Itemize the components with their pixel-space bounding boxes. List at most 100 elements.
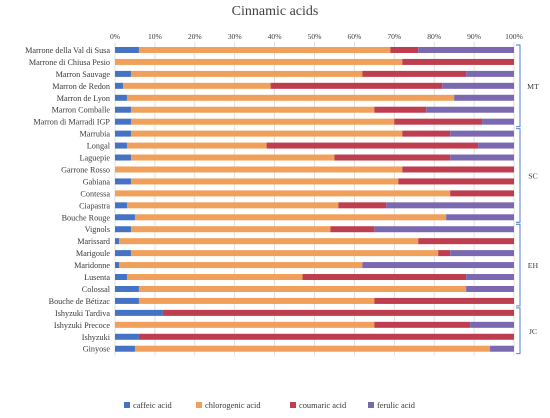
category-label: Ishyzuki Tardiva: [55, 309, 110, 318]
bar-segment-chlorogenic-acid: [118, 238, 419, 245]
legend-label: coumaric acid: [299, 401, 347, 410]
bar-segment-coumaric-acid: [374, 297, 514, 304]
bar-segment-coumaric-acid: [334, 154, 451, 161]
bar-segment-coumaric-acid: [374, 106, 427, 113]
x-tick-label: 60%: [347, 32, 362, 41]
bar-segment-caffeic-acid: [115, 285, 139, 292]
bar-segment-ferulic-acid: [466, 70, 514, 77]
bar-segment-chlorogenic-acid: [122, 82, 271, 89]
category-label: Bouche de Bétizac: [49, 297, 111, 306]
bar-segment-coumaric-acid: [402, 130, 451, 137]
grid-lines: [114, 42, 515, 356]
category-label: Vignols: [85, 225, 110, 234]
x-tick-label: 40%: [268, 32, 283, 41]
bar-segment-ferulic-acid: [418, 46, 514, 53]
category-label: Marrone di Chiusa Pesio: [29, 58, 110, 67]
legend-label: caffeic acid: [133, 401, 172, 410]
bar-segment-ferulic-acid: [442, 82, 514, 89]
category-label: Lusenta: [84, 273, 110, 282]
legend-swatch: [124, 402, 130, 408]
bar-segment-chlorogenic-acid: [126, 142, 267, 149]
bar-segment-caffeic-acid: [115, 46, 139, 53]
bar-segment-caffeic-acid: [115, 202, 127, 209]
bar-segment-coumaric-acid: [374, 321, 471, 328]
bar-segment-ferulic-acid: [362, 262, 514, 269]
group-bracket: [516, 307, 521, 355]
category-label: Ishyzuki: [82, 333, 111, 342]
bar-segment-caffeic-acid: [115, 333, 139, 340]
bar-segment-chlorogenic-acid: [115, 166, 403, 173]
bar-segment-caffeic-acid: [115, 262, 119, 269]
category-label: Gabiana: [83, 177, 111, 186]
bar-segment-chlorogenic-acid: [138, 285, 467, 292]
bar-segment-ferulic-acid: [470, 321, 514, 328]
group-label: MT: [527, 82, 539, 91]
group-label: JC: [529, 327, 537, 336]
bar-segment-chlorogenic-acid: [130, 178, 399, 185]
bar-segment-chlorogenic-acid: [130, 130, 403, 137]
bar-segment-ferulic-acid: [374, 226, 514, 233]
bar-segment-coumaric-acid: [266, 142, 479, 149]
legend-swatch: [196, 402, 202, 408]
bar-segment-chlorogenic-acid: [115, 190, 451, 197]
category-label: Marrubia: [80, 130, 111, 139]
group-bracket: [516, 44, 521, 128]
bar-segment-chlorogenic-acid: [130, 154, 335, 161]
category-label: Bouche Rouge: [62, 213, 111, 222]
category-label: Marrone della Val di Susa: [25, 46, 110, 55]
bar-segment-chlorogenic-acid: [126, 274, 303, 281]
bar-segment-chlorogenic-acid: [130, 70, 363, 77]
bars: [115, 46, 514, 352]
category-label: Laguepie: [80, 154, 111, 163]
bar-segment-ferulic-acid: [466, 274, 514, 281]
category-label: Marron Sauvage: [56, 70, 111, 79]
bar-segment-caffeic-acid: [115, 214, 135, 221]
bar-segment-coumaric-acid: [162, 309, 514, 316]
category-label: Marron Comballe: [52, 106, 111, 115]
category-label: Marron de Lyon: [57, 94, 110, 103]
x-tick-label: 50%: [308, 32, 323, 41]
bar-segment-coumaric-acid: [418, 238, 514, 245]
bar-segment-caffeic-acid: [115, 178, 131, 185]
x-tick-label: 30%: [228, 32, 243, 41]
x-tick-label: 10%: [148, 32, 163, 41]
bar-segment-chlorogenic-acid: [130, 226, 331, 233]
category-label: Ciapastra: [79, 201, 110, 210]
bar-segment-coumaric-acid: [402, 166, 514, 173]
bar-segment-caffeic-acid: [115, 94, 127, 101]
category-label: Marigoule: [76, 249, 110, 258]
bar-segment-caffeic-acid: [115, 297, 139, 304]
category-label: Marron de Redon: [52, 82, 110, 91]
bar-segment-chlorogenic-acid: [130, 118, 395, 125]
bar-segment-caffeic-acid: [115, 154, 131, 161]
bar-segment-ferulic-acid: [450, 250, 514, 257]
bar-segment-ferulic-acid: [450, 130, 514, 137]
group-bracket: [516, 128, 521, 223]
bar-segment-chlorogenic-acid: [115, 321, 375, 328]
bar-segment-caffeic-acid: [115, 82, 123, 89]
bar-segment-caffeic-acid: [115, 118, 131, 125]
bar-segment-caffeic-acid: [115, 70, 131, 77]
bar-segment-chlorogenic-acid: [138, 297, 375, 304]
bar-segment-caffeic-acid: [115, 274, 127, 281]
bar-segment-ferulic-acid: [386, 202, 514, 209]
x-tick-label: 100%: [505, 32, 523, 41]
bar-segment-coumaric-acid: [138, 333, 514, 340]
category-label: Ishyzuki Precoce: [54, 321, 111, 330]
group-label: SC: [528, 171, 538, 180]
bar-segment-caffeic-acid: [115, 130, 131, 137]
x-tick-label: 0%: [110, 32, 121, 41]
bar-segment-coumaric-acid: [394, 118, 483, 125]
bar-segment-ferulic-acid: [454, 94, 514, 101]
bar-segment-chlorogenic-acid: [126, 202, 339, 209]
bar-segment-coumaric-acid: [390, 46, 419, 53]
x-tick-label: 20%: [188, 32, 203, 41]
bar-segment-coumaric-acid: [402, 58, 514, 65]
bar-segment-coumaric-acid: [438, 250, 451, 257]
category-label: Colossal: [82, 285, 111, 294]
bar-segment-caffeic-acid: [115, 238, 119, 245]
bar-segment-ferulic-acid: [478, 142, 514, 149]
category-label: Marissard: [77, 237, 110, 246]
legend-swatch: [290, 402, 296, 408]
bar-segment-ferulic-acid: [426, 106, 514, 113]
